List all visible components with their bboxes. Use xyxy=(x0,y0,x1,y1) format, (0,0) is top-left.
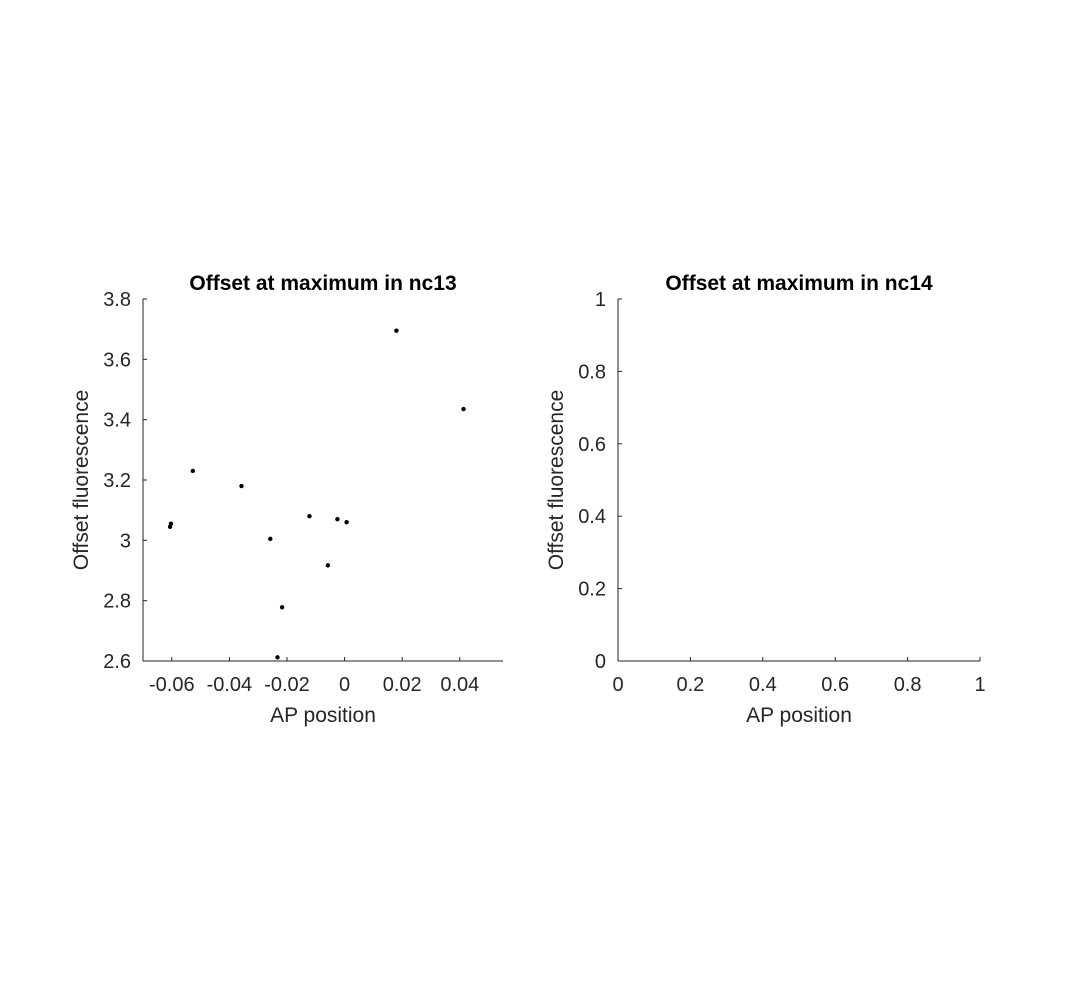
data-point xyxy=(239,483,244,489)
data-point xyxy=(394,328,399,333)
x-axis-label: AP position xyxy=(270,704,376,727)
y-tick-label: 2.8 xyxy=(103,591,131,613)
chart-2: 0 0.2 0.4 0.6 0.8 1 0 0.2 0.4 0.6 0.8 1 Offset at ma… xyxy=(545,272,986,727)
y-tick-label: 3.2 xyxy=(103,470,131,492)
data-point xyxy=(279,605,285,610)
x-tick-label: 0.4 xyxy=(749,674,777,696)
y-tick-label: 0.6 xyxy=(578,434,606,456)
y-tick-label: 1 xyxy=(595,289,606,311)
data-point xyxy=(461,406,466,412)
x-tick-label: 0 xyxy=(612,674,623,696)
y-tick-label: 3.6 xyxy=(103,349,131,371)
y-tick-label: 0.4 xyxy=(578,506,606,528)
chart-title: Offset at maximum in nc14 xyxy=(665,272,933,295)
x-tick-label: 0.6 xyxy=(821,674,849,696)
y-tick-label: 3.4 xyxy=(103,410,131,432)
x-tick-label: 0.04 xyxy=(440,674,479,696)
x-tick-label: -0.04 xyxy=(207,674,253,696)
y-axis-label: Offset fluorescence xyxy=(545,390,568,571)
y-tick-label: 0.2 xyxy=(578,579,606,601)
x-tick-label: 0.8 xyxy=(894,674,922,696)
data-point xyxy=(325,563,331,568)
y-axis-label: Offset fluorescence xyxy=(70,390,93,571)
y-tick-label: 3.8 xyxy=(103,289,131,311)
data-point xyxy=(275,655,280,660)
data-point xyxy=(344,520,349,525)
chart-1: -0.06 -0.04 -0.02 0 0.02 0.04 2.6 2.8 3 3.2 3.4 3.6… xyxy=(70,272,503,727)
data-point xyxy=(335,517,340,522)
x-tick-label: 0.2 xyxy=(676,674,704,696)
y-tick-label: 2.6 xyxy=(103,651,131,673)
y-tick-label: 3 xyxy=(120,530,131,552)
chart-title: Offset at maximum in nc13 xyxy=(189,272,456,295)
x-tick-label: 0 xyxy=(339,674,350,696)
y-tick-label: 0.8 xyxy=(578,361,606,383)
x-tick-label: -0.02 xyxy=(264,674,310,696)
x-tick-label: 1 xyxy=(974,674,985,696)
data-point xyxy=(190,468,196,474)
data-point xyxy=(167,524,173,529)
x-tick-label: -0.06 xyxy=(149,674,195,696)
data-point xyxy=(307,514,312,519)
x-tick-label: 0.02 xyxy=(383,674,422,696)
x-axis-label: AP position xyxy=(746,704,852,727)
data-point xyxy=(268,536,273,542)
y-tick-label: 0 xyxy=(595,651,606,673)
